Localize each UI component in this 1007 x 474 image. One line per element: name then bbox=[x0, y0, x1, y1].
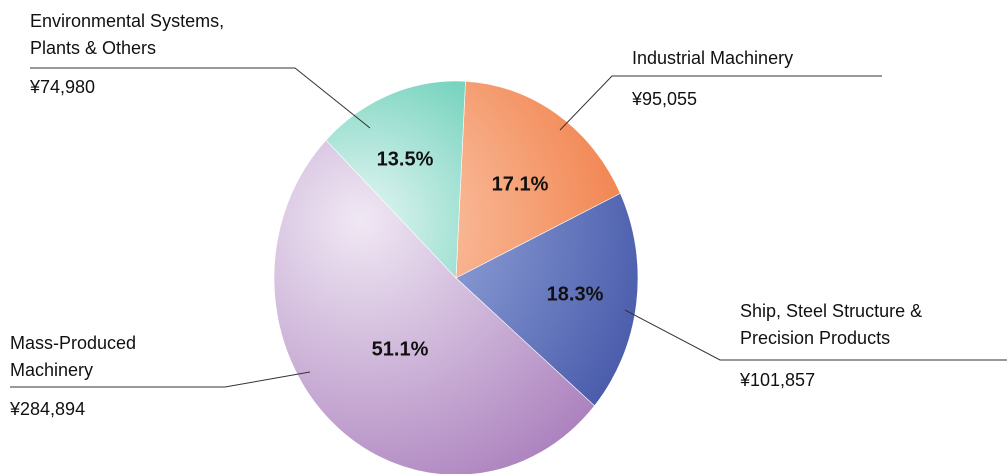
pie-slice bbox=[455, 80, 621, 279]
percent-label: 51.1% bbox=[372, 338, 429, 360]
category-label: Mass-Produced Machinery bbox=[10, 333, 137, 380]
percent-label: 17.1% bbox=[492, 173, 549, 195]
pie-slice bbox=[455, 192, 639, 407]
category-label: Ship, Steel Structure & Precision Produc… bbox=[740, 301, 923, 348]
category-label: Environmental Systems, Plants & Others bbox=[30, 11, 225, 58]
amount-label: ¥101,857 bbox=[740, 370, 816, 390]
pie-slice bbox=[273, 139, 595, 474]
pie-slice bbox=[325, 80, 466, 279]
leader-line bbox=[559, 75, 882, 131]
leader-line bbox=[30, 67, 371, 129]
percent-label: 18.3% bbox=[547, 283, 604, 305]
leader-line bbox=[10, 371, 311, 388]
category-label: Industrial Machinery bbox=[632, 48, 794, 68]
leader-line bbox=[624, 309, 1007, 361]
amount-label: ¥74,980 bbox=[30, 77, 96, 97]
amount-label: ¥284,894 bbox=[10, 399, 86, 419]
percent-label: 13.5% bbox=[377, 148, 434, 170]
amount-label: ¥95,055 bbox=[632, 89, 698, 109]
